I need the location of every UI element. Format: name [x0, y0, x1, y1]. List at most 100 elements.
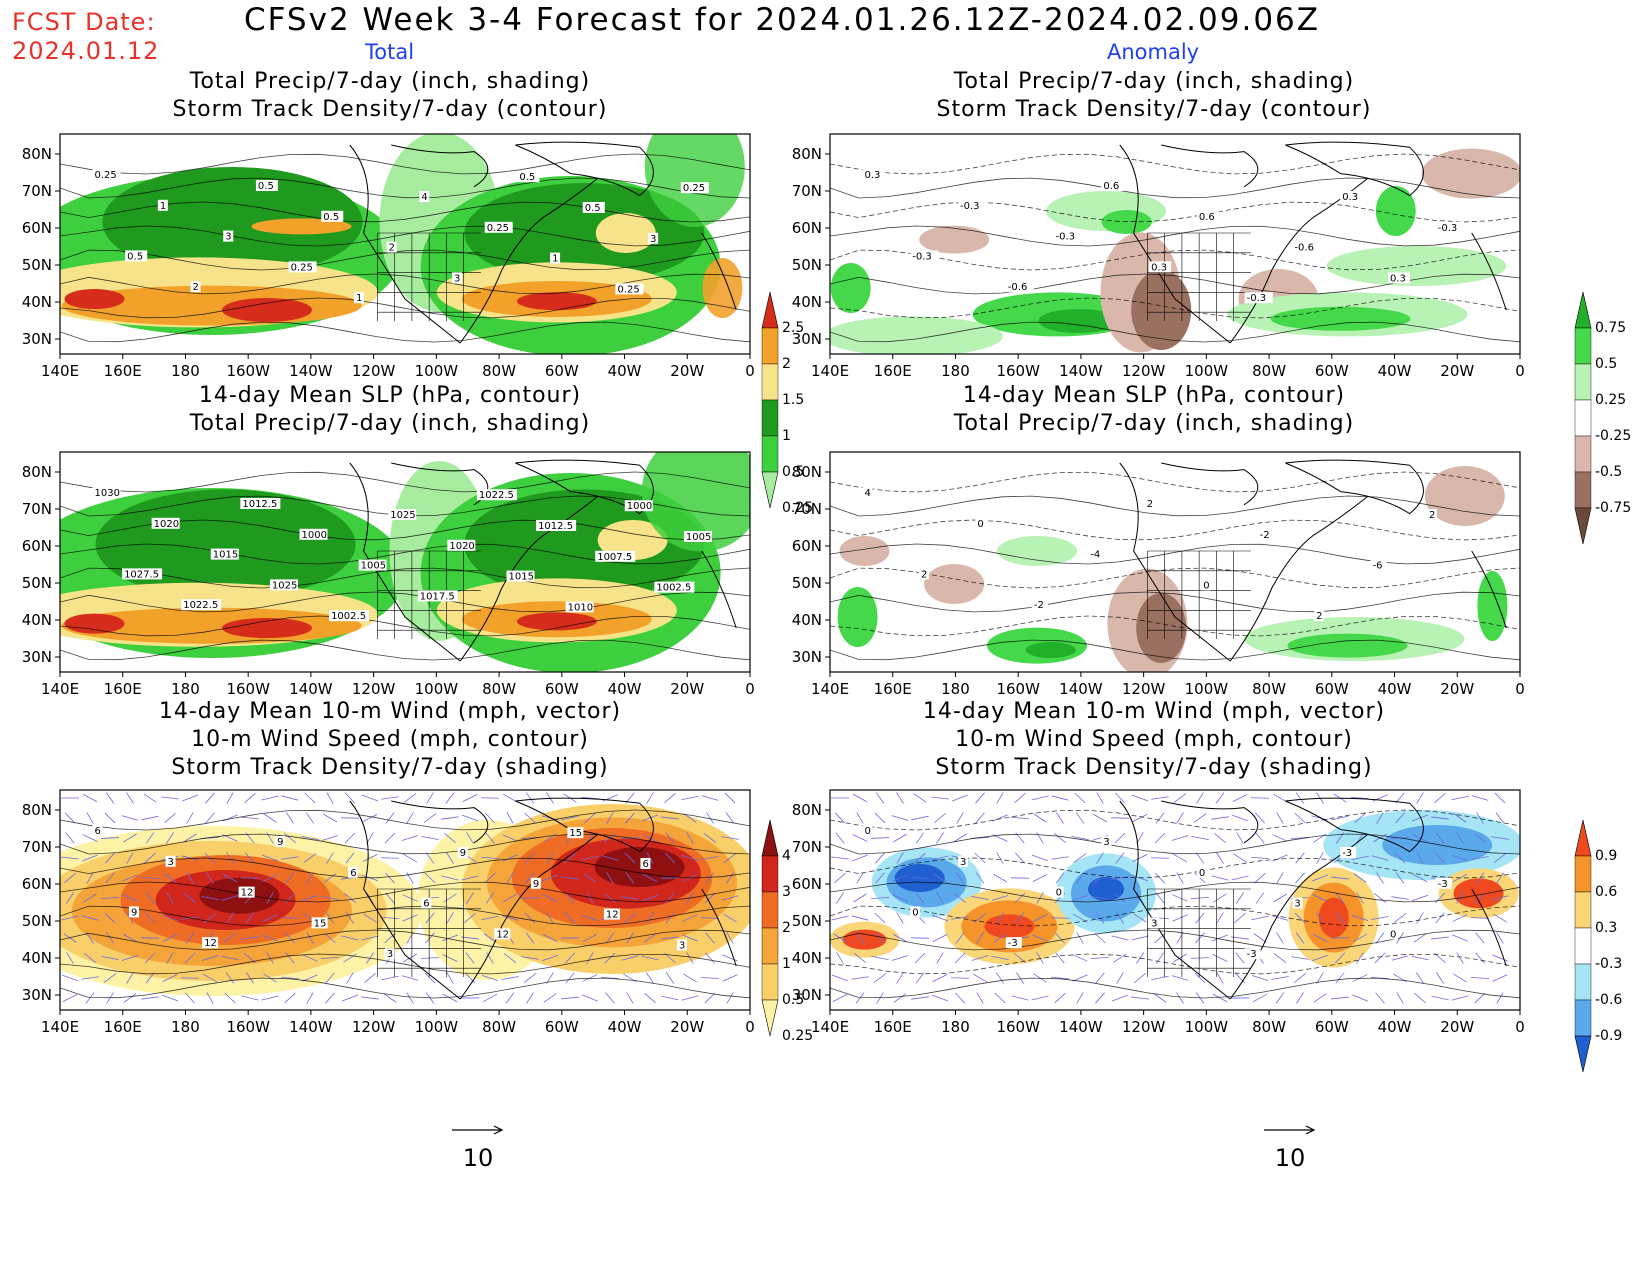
- colorbar-swatch: [1574, 471, 1592, 509]
- column-label-anomaly: Anomaly: [1107, 40, 1200, 64]
- coastline: [1285, 459, 1424, 515]
- contour-label-bg: [210, 548, 239, 560]
- forecast-date: FCST Date: 2024.01.12: [12, 8, 159, 66]
- contour-label-bg: [582, 202, 605, 213]
- colorbar-label: 4: [782, 848, 791, 864]
- lon-tick-label: 80W: [1252, 680, 1286, 698]
- contour-label: 9: [131, 907, 137, 918]
- contour-label: 0.6: [1103, 181, 1119, 192]
- contour-label-bg: [1292, 897, 1303, 909]
- contour-label-bg: [386, 241, 397, 253]
- lat-tick-label: 70N: [792, 182, 822, 200]
- contour-label-bg: [1053, 230, 1082, 242]
- lon-tick-label: 160E: [874, 362, 912, 380]
- colorbar-label: 0.75: [1595, 320, 1626, 336]
- lon-tick-label: 160W: [226, 362, 270, 380]
- panel-title-r2-anomaly: 14-day Mean SLP (hPa, contour) Total Pre…: [953, 383, 1355, 436]
- colorbar-swatch: [761, 327, 779, 365]
- lon-tick-label: 140W: [1059, 680, 1103, 698]
- contour-label-bg: [181, 599, 222, 611]
- coastline: [515, 797, 654, 853]
- contour-label: 3: [1151, 918, 1157, 929]
- contour-label-bg: [384, 948, 395, 960]
- lon-tick-label: 0: [1515, 362, 1525, 380]
- reference-vector-label: 10: [1274, 1144, 1306, 1172]
- lat-tick-label: 30N: [792, 648, 822, 666]
- contour-label: 0: [1199, 868, 1205, 879]
- coastline: [1471, 232, 1507, 311]
- contour-label: 1030: [95, 488, 120, 499]
- contour-label-bg: [1101, 836, 1112, 847]
- colorbar-label: 0.9: [1595, 848, 1617, 864]
- lon-tick-label: 40W: [608, 362, 642, 380]
- lat-tick-label: 80N: [22, 801, 52, 819]
- contour-label-bg: [417, 590, 458, 602]
- contour-label: 1020: [449, 541, 474, 552]
- colorbar-swatch: [1574, 507, 1592, 545]
- lon-tick-label: 60W: [545, 680, 579, 698]
- contour-label-bg: [1244, 292, 1273, 304]
- colorbar-swatch: [761, 855, 779, 893]
- contour-label-bg: [1005, 281, 1034, 293]
- contour-label: 0.25: [95, 170, 117, 181]
- contour-label-bg: [1031, 599, 1048, 611]
- lon-tick-label: 160E: [874, 1018, 912, 1036]
- lon-tick-label: 120W: [352, 362, 396, 380]
- contour-label: 1010: [568, 602, 593, 613]
- lat-tick-label: 80N: [22, 463, 52, 481]
- contour-label-bg: [321, 210, 344, 222]
- coastline: [1229, 833, 1369, 1000]
- contour-label-bg: [975, 517, 986, 529]
- contour-label-bg: [565, 601, 594, 613]
- contour-label-bg: [421, 897, 432, 909]
- contour-label-bg: [648, 232, 659, 244]
- contour-label-bg: [419, 191, 430, 202]
- colorbar-storm-anomaly: 0.9 0.6 0.3 -0.3 -0.6 -0.9: [1574, 800, 1650, 1092]
- contour-label-bg: [640, 858, 651, 869]
- contour-label: 4: [865, 488, 871, 499]
- lat-tick-label: 70N: [792, 838, 822, 856]
- contour-label: 1: [552, 254, 558, 265]
- contour-label: -3: [1008, 938, 1018, 949]
- lon-tick-label: 180: [171, 1018, 200, 1036]
- lon-tick-label: 100W: [415, 362, 459, 380]
- colorbar-label: -0.6: [1595, 992, 1622, 1008]
- contour-label-bg: [165, 855, 176, 867]
- colorbar-label: -0.5: [1595, 464, 1622, 480]
- coastline: [1119, 462, 1231, 662]
- contour-label: 12: [606, 910, 619, 921]
- panel-title-r3-total: 14-day Mean 10-m Wind (mph, vector) 10-m…: [158, 699, 622, 780]
- map-panel-r3-total: 6 9 3 12 12 9 15 6 3 6 9 12 9 15 12 6 3 80N 70N 60N 50N 40N 30…: [0, 776, 760, 1052]
- lat-tick-label: 80N: [792, 801, 822, 819]
- page-title: CFSv2 Week 3-4 Forecast for 2024.01.26.1…: [244, 2, 1321, 38]
- contour-label: 2: [1429, 510, 1435, 521]
- contour-label-bg: [122, 568, 163, 580]
- colorbar-swatch: [1574, 963, 1592, 1001]
- colorbar-precip-anomaly: 0.75 0.5 0.25 -0.25 -0.5 -0.75: [1574, 272, 1650, 564]
- lon-tick-label: 100W: [1185, 362, 1229, 380]
- lon-tick-label: 140E: [811, 362, 849, 380]
- contour-label-bg: [910, 906, 921, 918]
- colorbar-label: -0.25: [1595, 428, 1631, 444]
- column-label-total: Total: [365, 40, 415, 64]
- lon-tick-label: 0: [745, 1018, 755, 1036]
- lon-tick-label: 180: [941, 362, 970, 380]
- map-panel-r2-anomaly: 4 2 0 -2 -4 2 0 -2 2 -6 2 80N 70N 60N 50N 40N 30N 140E 160…: [770, 438, 1530, 714]
- colorbar-swatch: [1574, 819, 1592, 857]
- lat-tick-label: 70N: [792, 500, 822, 518]
- map-panel-r2-total: 1030 1027.5 1020 1022.5 1015 1012.5 1025 1000 10…: [0, 438, 760, 714]
- contour-label: 0.25: [291, 262, 313, 273]
- colorbar-swatch: [761, 891, 779, 929]
- colorbar-label: 0.25: [1595, 392, 1626, 408]
- colorbar-swatch: [1574, 855, 1592, 893]
- contour-label-bg: [275, 836, 286, 847]
- lon-tick-label: 40W: [1378, 680, 1412, 698]
- contour-label: 2: [389, 243, 395, 254]
- contour-label: 1002.5: [331, 611, 366, 622]
- contour-label: 0: [912, 907, 918, 918]
- contour-label-bg: [311, 917, 328, 929]
- lon-tick-label: 140W: [1059, 1018, 1103, 1036]
- contour-label-bg: [348, 866, 359, 878]
- map-field: [830, 792, 1520, 1004]
- colorbar-swatch: [761, 999, 779, 1037]
